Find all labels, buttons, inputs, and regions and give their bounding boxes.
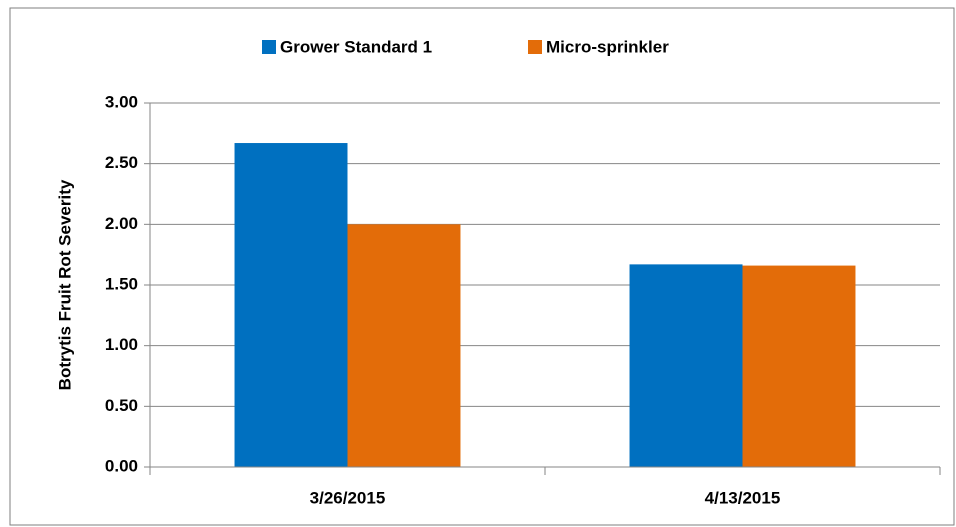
legend-swatch <box>262 40 276 54</box>
y-tick-label: 0.50 <box>105 396 138 415</box>
bar <box>742 265 856 467</box>
legend-label: Micro-sprinkler <box>546 37 669 56</box>
bar <box>629 264 743 467</box>
bar <box>234 143 348 468</box>
y-tick-label: 2.00 <box>105 214 138 233</box>
x-tick-label: 3/26/2015 <box>310 488 386 507</box>
legend-swatch <box>528 40 542 54</box>
y-tick-label: 0.00 <box>105 456 138 475</box>
bar <box>347 224 461 467</box>
y-axis-label: Botrytis Fruit Rot Severity <box>55 179 74 390</box>
y-tick-label: 2.50 <box>105 153 138 172</box>
legend-label: Grower Standard 1 <box>280 37 432 56</box>
x-tick-label: 4/13/2015 <box>705 488 781 507</box>
y-tick-label: 1.00 <box>105 335 138 354</box>
y-tick-label: 3.00 <box>105 92 138 111</box>
y-tick-label: 1.50 <box>105 274 138 293</box>
